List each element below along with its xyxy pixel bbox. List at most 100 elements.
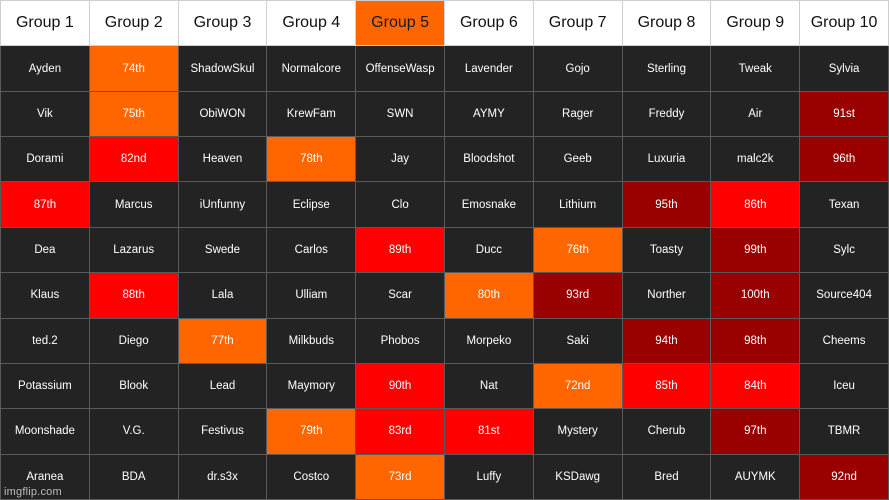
placement-cell: 77th xyxy=(177,317,268,364)
player-cell: Air xyxy=(710,90,801,138)
placement-cell: 94th xyxy=(621,317,712,364)
player-cell: V.G. xyxy=(88,408,179,455)
player-cell: Nat xyxy=(443,362,534,410)
placement-cell: 81st xyxy=(443,408,534,455)
player-cell: Dorami xyxy=(0,136,90,183)
placement-cell: 79th xyxy=(266,408,357,455)
player-cell: Dea xyxy=(0,226,90,274)
player-cell: Geeb xyxy=(532,136,623,183)
player-cell: AYMY xyxy=(443,90,534,138)
player-cell: Saki xyxy=(532,317,623,364)
player-cell: Cheems xyxy=(799,317,889,364)
header-row: Group 1 Group 2 Group 3 Group 4 Group 5 Group… xyxy=(0,0,889,47)
player-cell: Texan xyxy=(799,181,889,228)
group-header: Group 7 xyxy=(532,0,623,47)
player-cell: Norther xyxy=(621,272,712,319)
placement-cell: 99th xyxy=(710,226,801,274)
player-cell: ShadowSkul xyxy=(177,45,268,92)
placement-cell: 86th xyxy=(710,181,801,228)
player-cell: Marcus xyxy=(88,181,179,228)
placement-cell: 93rd xyxy=(532,272,623,319)
player-cell: Lazarus xyxy=(88,226,179,274)
group-header: Group 9 xyxy=(710,0,801,47)
player-cell: Festivus xyxy=(177,408,268,455)
player-cell: Normalcore xyxy=(266,45,357,92)
player-cell: Potassium xyxy=(0,362,90,410)
player-cell: Lithium xyxy=(532,181,623,228)
placement-cell: 92nd xyxy=(799,453,889,500)
placement-cell: 72nd xyxy=(532,362,623,410)
player-cell: Moonshade xyxy=(0,408,90,455)
player-cell: Emosnake xyxy=(443,181,534,228)
player-cell: KSDawg xyxy=(532,453,623,500)
placement-cell: 82nd xyxy=(88,136,179,183)
group-header: Group 5 xyxy=(355,0,445,47)
player-cell: Ayden xyxy=(0,45,90,92)
placement-cell: 83rd xyxy=(355,408,445,455)
player-cell: BDA xyxy=(88,453,179,500)
player-cell: Luxuria xyxy=(621,136,712,183)
player-cell: ObiWON xyxy=(177,90,268,138)
player-cell: ted.2 xyxy=(0,317,90,364)
table-row: Dea Lazarus Swede Carlos 89th Ducc 76th Toasty 9… xyxy=(0,226,889,274)
player-cell: Heaven xyxy=(177,136,268,183)
player-cell: Bred xyxy=(621,453,712,500)
player-cell: OffenseWasp xyxy=(355,45,445,92)
player-cell: AUYMK xyxy=(710,453,801,500)
player-cell: Freddy xyxy=(621,90,712,138)
table-row: Aranea BDA dr.s3x Costco 73rd Luffy KSDawg Bred… xyxy=(0,453,889,500)
player-cell: Iceu xyxy=(799,362,889,410)
placement-cell: 74th xyxy=(88,45,179,92)
player-cell: dr.s3x xyxy=(177,453,268,500)
group-header: Group 8 xyxy=(621,0,712,47)
player-cell: KrewFam xyxy=(266,90,357,138)
placement-cell: 75th xyxy=(88,90,179,138)
player-cell: Toasty xyxy=(621,226,712,274)
player-cell: Vik xyxy=(0,90,90,138)
watermark: imgflip.com xyxy=(4,486,62,498)
player-cell: Clo xyxy=(355,181,445,228)
player-cell: Sylc xyxy=(799,226,889,274)
player-cell: Diego xyxy=(88,317,179,364)
placement-cell: 85th xyxy=(621,362,712,410)
player-cell: Carlos xyxy=(266,226,357,274)
group-header: Group 4 xyxy=(266,0,357,47)
table-row: Dorami 82nd Heaven 78th Jay Bloodshot Geeb Luxu… xyxy=(0,136,889,183)
placement-cell: 96th xyxy=(799,136,889,183)
player-cell: Jay xyxy=(355,136,445,183)
player-cell: Blook xyxy=(88,362,179,410)
placement-cell: 76th xyxy=(532,226,623,274)
player-cell: Klaus xyxy=(0,272,90,319)
placement-cell: 84th xyxy=(710,362,801,410)
player-cell: Milkbuds xyxy=(266,317,357,364)
player-cell: Luffy xyxy=(443,453,534,500)
table-row: 87th Marcus iUnfunny Eclipse Clo Emosnake Lith… xyxy=(0,181,889,228)
player-cell: Sterling xyxy=(621,45,712,92)
player-cell: Costco xyxy=(266,453,357,500)
player-cell: Morpeko xyxy=(443,317,534,364)
placement-cell: 100th xyxy=(710,272,801,319)
placement-cell: 87th xyxy=(0,181,90,228)
player-cell: Tweak xyxy=(710,45,801,92)
table-row: ted.2 Diego 77th Milkbuds Phobos Morpeko Saki 9… xyxy=(0,317,889,364)
placement-cell: 89th xyxy=(355,226,445,274)
player-cell: SWN xyxy=(355,90,445,138)
table-row: Klaus 88th Lala Ulliam Scar 80th 93rd Norther 10… xyxy=(0,272,889,319)
group-header: Group 6 xyxy=(443,0,534,47)
player-cell: Lala xyxy=(177,272,268,319)
player-cell: Lead xyxy=(177,362,268,410)
player-cell: TBMR xyxy=(799,408,889,455)
placement-cell: 73rd xyxy=(355,453,445,500)
placement-cell: 90th xyxy=(355,362,445,410)
player-cell: Lavender xyxy=(443,45,534,92)
group-header: Group 3 xyxy=(177,0,268,47)
placement-cell: 80th xyxy=(443,272,534,319)
player-cell: iUnfunny xyxy=(177,181,268,228)
table-row: Potassium Blook Lead Maymory 90th Nat 72nd 85th… xyxy=(0,362,889,410)
player-cell: Sylvia xyxy=(799,45,889,92)
group-header: Group 2 xyxy=(88,0,179,47)
player-cell: Maymory xyxy=(266,362,357,410)
player-cell: Cherub xyxy=(621,408,712,455)
player-cell: malc2k xyxy=(710,136,801,183)
